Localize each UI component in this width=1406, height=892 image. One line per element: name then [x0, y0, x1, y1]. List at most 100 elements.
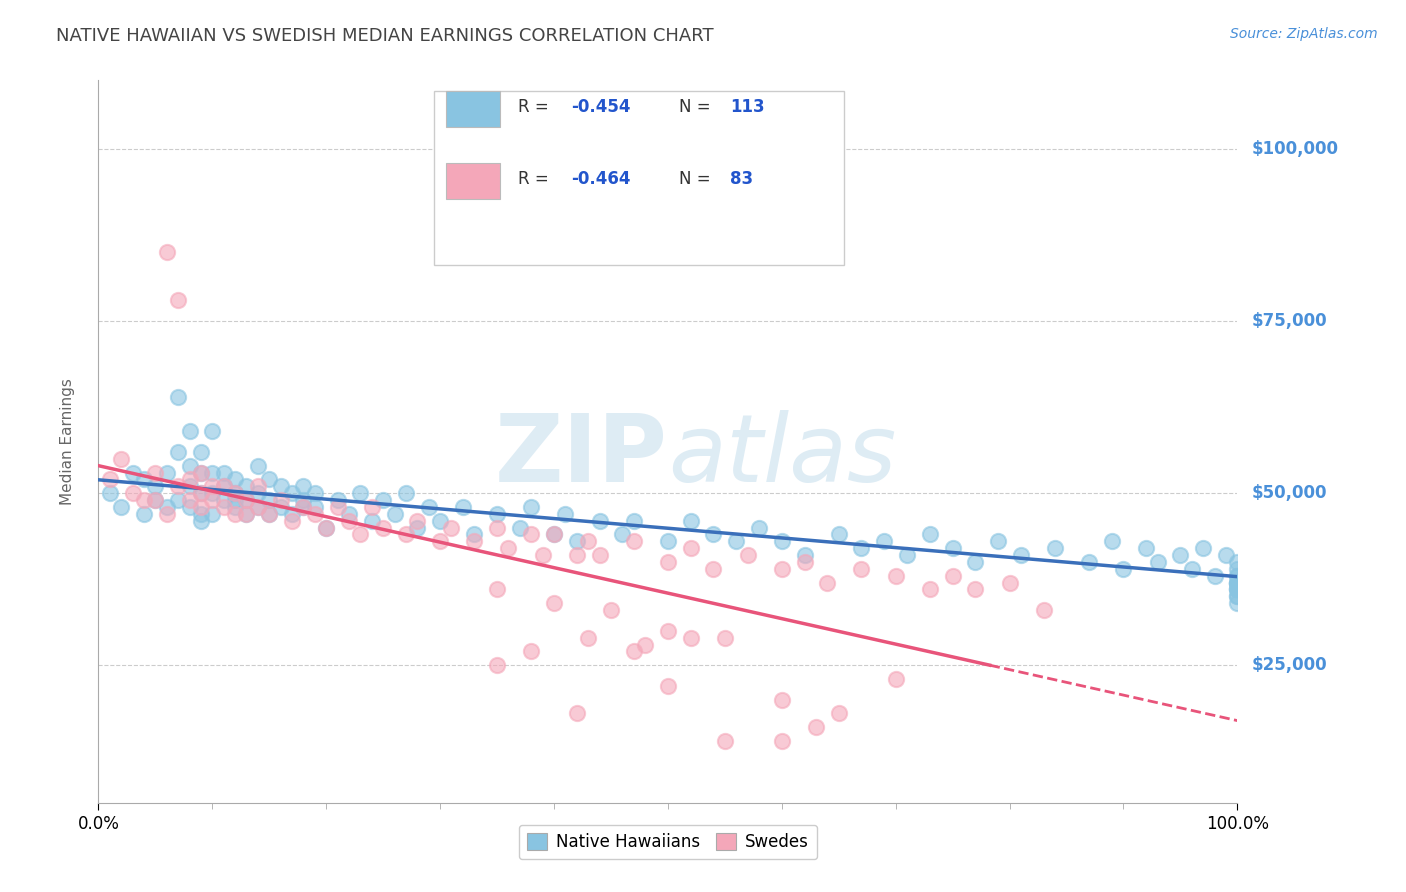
- Text: atlas: atlas: [668, 410, 896, 501]
- Point: [145, 466, 167, 480]
- Point: [315, 520, 337, 534]
- Point: [565, 548, 588, 562]
- Point: [1032, 603, 1054, 617]
- Point: [1101, 534, 1123, 549]
- Point: [1226, 575, 1249, 590]
- Point: [498, 541, 520, 556]
- Point: [259, 493, 281, 508]
- Point: [201, 424, 224, 438]
- Point: [1226, 582, 1249, 597]
- Point: [337, 507, 360, 521]
- Point: [259, 507, 281, 521]
- Point: [190, 500, 212, 514]
- Point: [349, 486, 371, 500]
- Point: [110, 451, 132, 466]
- Point: [98, 486, 121, 500]
- Point: [132, 507, 155, 521]
- Point: [702, 562, 724, 576]
- Point: [793, 555, 815, 569]
- Point: [1226, 575, 1249, 590]
- Point: [281, 514, 304, 528]
- Point: [156, 245, 179, 260]
- Point: [543, 527, 565, 541]
- Point: [884, 672, 907, 686]
- Text: Source: ZipAtlas.com: Source: ZipAtlas.com: [1230, 27, 1378, 41]
- Point: [179, 472, 201, 486]
- Point: [406, 520, 429, 534]
- Point: [235, 507, 257, 521]
- Point: [337, 514, 360, 528]
- Point: [259, 507, 281, 521]
- Point: [565, 706, 588, 721]
- Point: [167, 390, 190, 404]
- Point: [770, 692, 793, 706]
- Point: [1226, 555, 1249, 569]
- Point: [576, 534, 599, 549]
- Point: [463, 534, 485, 549]
- Point: [770, 562, 793, 576]
- Point: [737, 548, 759, 562]
- Point: [145, 493, 167, 508]
- Text: $100,000: $100,000: [1251, 140, 1339, 158]
- Text: ZIP: ZIP: [495, 410, 668, 502]
- Point: [167, 493, 190, 508]
- Point: [190, 486, 212, 500]
- Point: [235, 493, 257, 508]
- Text: $50,000: $50,000: [1251, 484, 1327, 502]
- Point: [1112, 562, 1135, 576]
- Point: [270, 493, 292, 508]
- Point: [224, 486, 246, 500]
- FancyBboxPatch shape: [446, 163, 501, 200]
- Point: [235, 507, 257, 521]
- Point: [1135, 541, 1157, 556]
- Point: [110, 500, 132, 514]
- Legend: Native Hawaiians, Swedes: Native Hawaiians, Swedes: [519, 825, 817, 860]
- Point: [1226, 596, 1249, 610]
- Point: [612, 527, 634, 541]
- Point: [873, 534, 896, 549]
- Point: [1226, 575, 1249, 590]
- Point: [1170, 548, 1192, 562]
- Point: [1215, 548, 1237, 562]
- Point: [520, 500, 543, 514]
- Text: $25,000: $25,000: [1251, 657, 1327, 674]
- Point: [965, 582, 987, 597]
- Point: [486, 658, 509, 673]
- Point: [543, 596, 565, 610]
- Point: [179, 424, 201, 438]
- Point: [326, 493, 349, 508]
- Point: [304, 507, 326, 521]
- Point: [679, 514, 702, 528]
- Point: [212, 466, 235, 480]
- Point: [531, 548, 554, 562]
- Point: [224, 486, 246, 500]
- Point: [1146, 555, 1168, 569]
- Point: [384, 507, 406, 521]
- Point: [543, 527, 565, 541]
- Point: [349, 527, 371, 541]
- Point: [576, 631, 599, 645]
- Point: [770, 534, 793, 549]
- Point: [1010, 548, 1032, 562]
- Point: [657, 555, 679, 569]
- Point: [600, 603, 623, 617]
- Point: [429, 534, 451, 549]
- Point: [190, 486, 212, 500]
- Point: [725, 534, 748, 549]
- Point: [429, 514, 451, 528]
- Point: [395, 486, 418, 500]
- Point: [315, 520, 337, 534]
- Point: [132, 472, 155, 486]
- Point: [623, 644, 645, 658]
- Point: [190, 466, 212, 480]
- Point: [224, 500, 246, 514]
- Point: [156, 466, 179, 480]
- Point: [371, 493, 394, 508]
- Point: [1226, 590, 1249, 604]
- Point: [918, 582, 941, 597]
- Point: [246, 479, 269, 493]
- Point: [509, 520, 531, 534]
- Point: [679, 631, 702, 645]
- Point: [623, 534, 645, 549]
- Point: [360, 500, 382, 514]
